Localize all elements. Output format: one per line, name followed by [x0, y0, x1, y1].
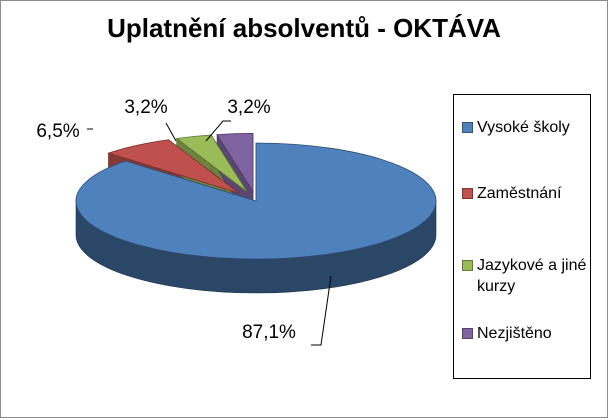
- legend-label: Zaměstnání: [477, 185, 562, 202]
- legend: Vysoké školy Zaměstnání Jazykové a jiné …: [453, 94, 591, 379]
- legend-label: Nezjištěno: [477, 325, 552, 342]
- data-label-nezjisteno: 3,2%: [227, 97, 270, 118]
- data-label-vysoke-skoly: 87,1%: [242, 322, 296, 343]
- leader-line-jazykove-kurzy: [165, 122, 177, 142]
- legend-swatch: [462, 122, 473, 133]
- leader-line-nezjisteno: [205, 120, 231, 142]
- data-label-jazykove-kurzy: 3,2%: [124, 97, 167, 118]
- pie-top-layer: [75, 133, 437, 260]
- legend-swatch: [462, 328, 473, 339]
- legend-label: Vysoké školy: [477, 119, 570, 136]
- leader-line-vysoke-skoly: [311, 275, 332, 346]
- legend-swatch: [462, 188, 473, 199]
- pie-slice-nezjisteno: [216, 133, 254, 193]
- chart-title: Uplatnění absolventů - OKTÁVA: [107, 13, 501, 43]
- legend-label: Jazykové a jiné kurzy: [477, 257, 587, 295]
- pie-slice-vysoke-skoly: [75, 142, 437, 260]
- legend-swatch: [462, 260, 473, 271]
- data-label-zamestnani: 6,5%: [36, 121, 79, 142]
- pie-slice-zamestnani: [107, 139, 240, 194]
